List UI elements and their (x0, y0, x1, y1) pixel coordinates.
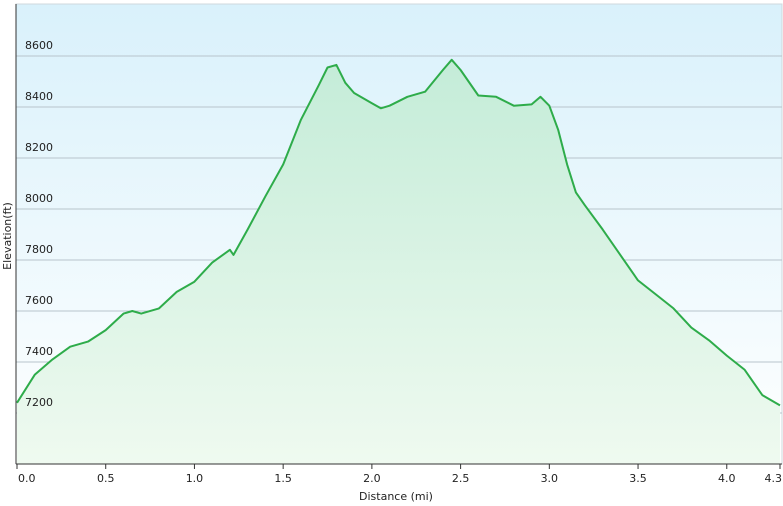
y-tick-label: 7800 (25, 243, 53, 256)
y-tick-label: 7400 (25, 345, 53, 358)
x-tick-label: 4.0 (718, 472, 736, 485)
x-tick-label: 0.0 (18, 472, 36, 485)
elevation-area (17, 59, 780, 465)
y-tick-label: 8400 (25, 90, 53, 103)
y-tick-label: 7600 (25, 294, 53, 307)
y-tick-label: 8000 (25, 192, 53, 205)
elevation-line (16, 58, 781, 407)
x-axis-label: Distance (mi) (359, 490, 433, 503)
y-tick-label: 8200 (25, 141, 53, 154)
x-tick-label: 4.3 (765, 472, 783, 485)
x-tick-label: 2.5 (452, 472, 470, 485)
y-tick-label: 8600 (25, 39, 53, 52)
x-tick-label: 2.0 (363, 472, 381, 485)
x-tick-label: 1.5 (274, 472, 292, 485)
y-tick-label: 7200 (25, 396, 53, 409)
x-tick-label: 0.5 (97, 472, 115, 485)
x-tick-label: 3.5 (629, 472, 647, 485)
x-tick-label: 3.0 (541, 472, 559, 485)
x-tick-label: 1.0 (186, 472, 204, 485)
y-axis-label: Elevation(ft) (1, 202, 14, 270)
